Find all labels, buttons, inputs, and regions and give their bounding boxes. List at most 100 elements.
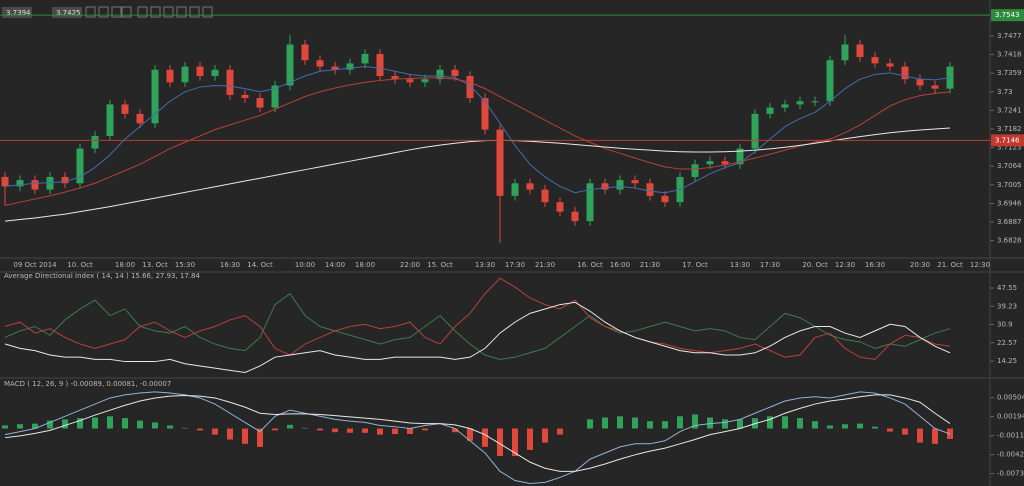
candle-body [496, 129, 504, 196]
candle-body [226, 69, 234, 95]
histogram-bar [647, 421, 653, 429]
candle-body [481, 98, 489, 130]
candle-body [721, 161, 729, 165]
histogram-bar [152, 422, 158, 429]
candle-body [451, 69, 459, 77]
histogram-bar [197, 428, 203, 431]
candle-body [586, 183, 594, 222]
y-tick-label: 3.7359 [997, 69, 1022, 77]
candle-body [376, 53, 384, 77]
ask-price: 3.7425 [56, 9, 81, 17]
histogram-bar [62, 419, 68, 429]
zoom-in-button[interactable] [85, 6, 96, 18]
histogram-bar [857, 423, 863, 429]
zoom-out-button[interactable] [98, 6, 109, 18]
panel-title: MACD ( 12, 26, 9 ) -0.00089, 0.00081, -0… [4, 380, 171, 388]
fit-button[interactable] [111, 6, 122, 18]
y-tick-label: 0.00194 [997, 413, 1024, 421]
candle-body [781, 104, 789, 108]
histogram-bar [182, 427, 188, 429]
y-tick-label: 3.7477 [997, 32, 1022, 40]
histogram-bar [767, 416, 773, 429]
x-tick-label: 10. Oct [67, 261, 93, 269]
candle-body [46, 176, 54, 190]
moving-average [4, 77, 951, 206]
x-tick-label: 13:30 [475, 261, 495, 269]
candle-body [361, 53, 369, 64]
y-tick-label: 3.7005 [997, 181, 1022, 189]
histogram-bar [872, 426, 878, 429]
bid-box [2, 7, 32, 18]
histogram-bar [317, 428, 323, 431]
draw-button[interactable] [150, 6, 161, 18]
histogram-bar [422, 428, 428, 431]
x-tick-label: 12:30 [835, 261, 855, 269]
histogram-bar [662, 421, 668, 429]
indicator-line [4, 292, 951, 360]
candle-body [91, 135, 99, 149]
moving-average [4, 66, 951, 194]
y-tick-label: 3.7064 [997, 162, 1022, 170]
y-tick-label: 3.7123 [997, 144, 1022, 152]
fullscreen-button[interactable] [202, 6, 213, 18]
candle-body [796, 101, 804, 105]
moving-average [4, 127, 951, 222]
candle-body [121, 104, 129, 114]
candle-body [511, 183, 519, 196]
settings-button[interactable] [176, 6, 187, 18]
x-tick-label: 21:30 [640, 261, 660, 269]
candle-body [691, 164, 699, 177]
candle-body [271, 85, 279, 108]
x-tick-label: 16:00 [610, 261, 630, 269]
candle-body [736, 148, 744, 165]
x-tick-label: 16:30 [220, 261, 240, 269]
text-button[interactable] [163, 6, 174, 18]
bid-price: 3.7394 [6, 9, 31, 17]
y-tick-label: -0.00118 [997, 432, 1024, 440]
histogram-bar [137, 420, 143, 429]
candle-body [31, 180, 39, 190]
x-tick-label: 09 Oct 2014 [13, 261, 57, 269]
chart-type-button[interactable] [121, 6, 132, 18]
x-tick-label: 14. Oct [247, 261, 273, 269]
y-tick-label: 3.6828 [997, 237, 1022, 245]
y-tick-label: 39.23 [997, 302, 1017, 310]
candle-body [616, 180, 624, 190]
candle-body [421, 79, 429, 83]
histogram-bar [932, 428, 938, 444]
histogram-bar [692, 414, 698, 429]
candle-body [241, 94, 249, 99]
candle-body [436, 69, 444, 80]
histogram-bar [32, 423, 38, 429]
histogram-bar [467, 428, 473, 441]
histogram-bar [617, 416, 623, 429]
histogram-bar [917, 428, 923, 443]
price-label: 3.7146 [995, 136, 1020, 144]
candle-body [706, 161, 714, 165]
histogram-bar [212, 428, 218, 435]
candle-body [931, 85, 939, 89]
candle-body [556, 202, 564, 212]
histogram-bar [17, 424, 23, 429]
x-tick-label: 22:00 [400, 261, 420, 269]
ask-box [52, 7, 82, 18]
histogram-bar [842, 424, 848, 429]
x-tick-label: 16:30 [865, 261, 885, 269]
histogram-bar [257, 428, 263, 447]
x-tick-label: 21. Oct [937, 261, 963, 269]
x-tick-label: 15. Oct [427, 261, 453, 269]
histogram-bar [92, 417, 98, 429]
indicators-button[interactable] [137, 6, 148, 18]
candle-body [256, 98, 264, 108]
y-tick-label: 3.7418 [997, 51, 1022, 59]
histogram-bar [107, 416, 113, 429]
histogram-bar [722, 419, 728, 429]
histogram-bar [2, 425, 8, 429]
x-tick-label: 18:00 [115, 261, 135, 269]
candle-body [166, 69, 174, 83]
x-tick-label: 17. Oct [682, 261, 708, 269]
candle-body [61, 176, 69, 184]
x-tick-label: 18:00 [355, 261, 375, 269]
save-button[interactable] [189, 6, 200, 18]
candle-body [16, 180, 24, 187]
